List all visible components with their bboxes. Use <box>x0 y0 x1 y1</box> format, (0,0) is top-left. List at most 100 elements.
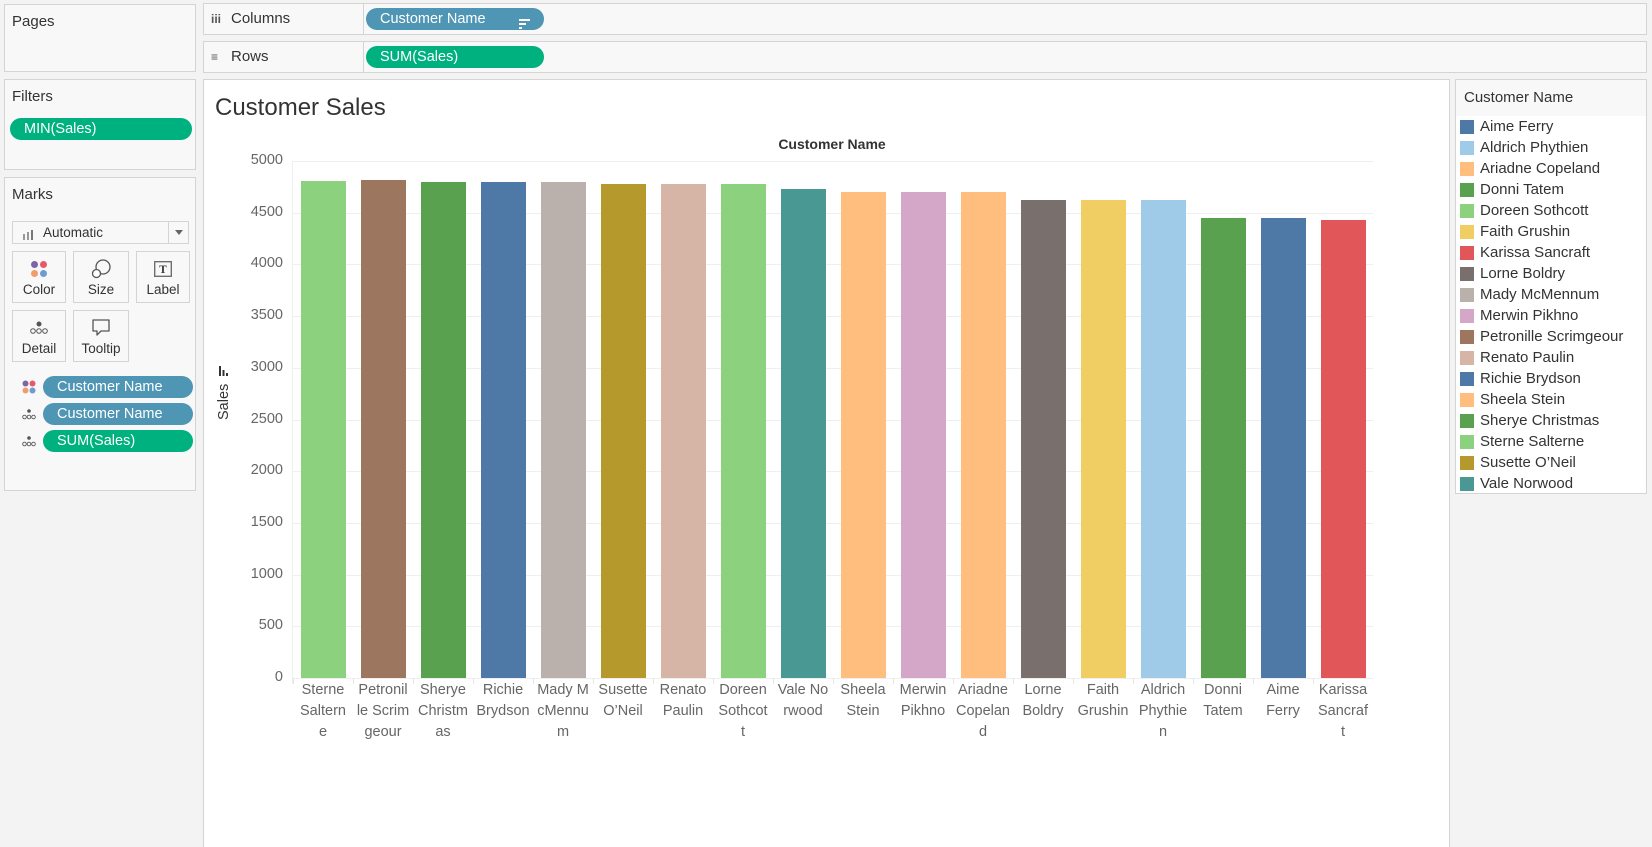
bar[interactable] <box>1321 219 1366 678</box>
gridline <box>293 471 1373 473</box>
legend-item[interactable]: Vale Norwood <box>1456 473 1646 494</box>
legend-item[interactable]: Renato Paulin <box>1456 347 1646 368</box>
bar[interactable] <box>841 191 886 678</box>
legend-swatch <box>1460 203 1474 218</box>
columns-shelf[interactable]: iii Columns Customer Name <box>203 3 1647 35</box>
legend-item[interactable]: Lorne Boldry <box>1456 263 1646 284</box>
legend-item[interactable]: Petronille Scrimgeour <box>1456 326 1646 347</box>
x-tick-label-line: e <box>318 724 328 740</box>
legend-item[interactable]: Faith Grushin <box>1456 221 1646 242</box>
legend-swatch <box>1460 476 1474 491</box>
x-tick-label[interactable]: Mady M cMennu m <box>533 680 593 743</box>
x-tick-label[interactable]: Sterne Saltern e <box>293 680 353 743</box>
x-band-separator <box>1133 678 1134 684</box>
x-tick-label[interactable]: Karissa Sancraf t <box>1313 680 1373 743</box>
bar[interactable] <box>661 183 706 678</box>
bar[interactable] <box>541 181 586 678</box>
marks-pill-customer-name-detail[interactable]: Customer Name <box>43 403 193 425</box>
rows-shelf[interactable]: ≡ Rows SUM(Sales) <box>203 41 1647 73</box>
legend-label: Merwin Pikhno <box>1480 307 1579 324</box>
legend-item[interactable]: Sterne Salterne <box>1456 431 1646 452</box>
x-band-separator <box>1073 678 1074 684</box>
x-tick-label[interactable]: Aldrich Phythie n <box>1133 680 1193 743</box>
mark-type-dropdown[interactable]: Automatic <box>12 221 189 244</box>
bar[interactable] <box>721 183 766 678</box>
bar[interactable] <box>301 180 346 678</box>
size-icon <box>74 256 128 282</box>
bar[interactable] <box>1141 199 1186 678</box>
legend-item[interactable]: Richie Brydson <box>1456 368 1646 389</box>
x-tick-label[interactable]: Merwin Pikhno <box>893 680 953 722</box>
y-tick-label: 500 <box>258 617 283 634</box>
size-button[interactable]: Size <box>73 251 129 303</box>
x-tick-label[interactable]: Aime Ferry <box>1253 680 1313 722</box>
x-tick-label-line: t <box>740 724 746 740</box>
x-tick-label-line: Boldry <box>1022 703 1064 719</box>
bar[interactable] <box>601 183 646 678</box>
x-tick-label-line: Aldrich <box>1140 682 1186 698</box>
sort-icon[interactable] <box>216 365 232 376</box>
bar[interactable] <box>781 188 826 678</box>
x-tick-label-line: Sancraf <box>1318 703 1368 719</box>
bar[interactable] <box>361 180 406 678</box>
bar[interactable] <box>1201 217 1246 678</box>
x-tick-label[interactable]: Susette O’Neil <box>593 680 653 722</box>
plot-area <box>292 161 1373 684</box>
x-tick-label[interactable]: Renato Paulin <box>653 680 713 722</box>
filters-panel[interactable]: Filters MIN(Sales) <box>4 79 196 170</box>
sort-descending-icon[interactable] <box>519 14 530 30</box>
x-tick-label[interactable]: Doreen Sothcot t <box>713 680 773 743</box>
x-tick-label-line: m <box>556 724 570 740</box>
bar[interactable] <box>421 181 466 678</box>
legend-swatch <box>1460 287 1474 302</box>
x-tick-label[interactable]: Faith Grushin <box>1073 680 1133 722</box>
x-tick-label[interactable]: Donni Tatem <box>1193 680 1253 722</box>
legend-item[interactable]: Aime Ferry <box>1456 116 1646 137</box>
detail-button[interactable]: Detail <box>12 310 66 362</box>
legend-item[interactable]: Sherye Christmas <box>1456 410 1646 431</box>
columns-shelf-label: iii Columns <box>204 4 364 34</box>
label-button[interactable]: T Label <box>136 251 190 303</box>
legend-title[interactable]: Customer Name <box>1456 80 1646 116</box>
x-tick-label[interactable]: Vale No rwood <box>773 680 833 722</box>
tooltip-icon <box>74 315 128 341</box>
x-band-separator <box>713 678 714 684</box>
tooltip-button[interactable]: Tooltip <box>73 310 129 362</box>
legend-item[interactable]: Ariadne Copeland <box>1456 158 1646 179</box>
filter-pill-min-sales[interactable]: MIN(Sales) <box>10 118 192 140</box>
legend-swatch <box>1460 329 1474 344</box>
bar[interactable] <box>1261 217 1306 678</box>
chevron-down-icon[interactable] <box>175 230 183 235</box>
legend-label: Petronille Scrimgeour <box>1480 328 1624 345</box>
legend-item[interactable]: Mady McMennum <box>1456 284 1646 305</box>
legend-item[interactable]: Karissa Sancraft <box>1456 242 1646 263</box>
x-tick-label[interactable]: Sheela Stein <box>833 680 893 722</box>
x-tick-label[interactable]: Lorne Boldry <box>1013 680 1073 722</box>
bar[interactable] <box>481 181 526 678</box>
legend-swatch <box>1460 161 1474 176</box>
bar[interactable] <box>901 191 946 678</box>
x-tick-label[interactable]: Petronil le Scrim geour <box>353 680 413 743</box>
legend-item[interactable]: Aldrich Phythien <box>1456 137 1646 158</box>
color-button[interactable]: Color <box>12 251 66 303</box>
marks-pill-sum-sales[interactable]: SUM(Sales) <box>43 430 193 452</box>
rows-pill-sum-sales[interactable]: SUM(Sales) <box>366 46 544 68</box>
svg-text:T: T <box>159 265 167 276</box>
legend-item[interactable]: Sheela Stein <box>1456 389 1646 410</box>
legend-item[interactable]: Donni Tatem <box>1456 179 1646 200</box>
x-tick-label[interactable]: Richie Brydson <box>473 680 533 722</box>
legend-item[interactable]: Merwin Pikhno <box>1456 305 1646 326</box>
x-tick-label[interactable]: Ariadne Copelan d <box>953 680 1013 743</box>
mark-type-value: Automatic <box>43 225 104 240</box>
marks-pill-customer-name-color[interactable]: Customer Name <box>43 376 193 398</box>
columns-pill-customer-name[interactable]: Customer Name <box>366 8 544 30</box>
legend-item[interactable]: Susette O’Neil <box>1456 452 1646 473</box>
bar[interactable] <box>1081 199 1126 678</box>
legend-item[interactable]: Doreen Sothcott <box>1456 200 1646 221</box>
bar[interactable] <box>1021 199 1066 678</box>
bar[interactable] <box>961 191 1006 678</box>
x-tick-label[interactable]: Sherye Christm as <box>413 680 473 743</box>
y-axis-title[interactable]: Sales <box>216 365 232 420</box>
pages-panel[interactable]: Pages <box>4 4 196 72</box>
marks-field-detail-1: Customer Name <box>17 402 197 426</box>
